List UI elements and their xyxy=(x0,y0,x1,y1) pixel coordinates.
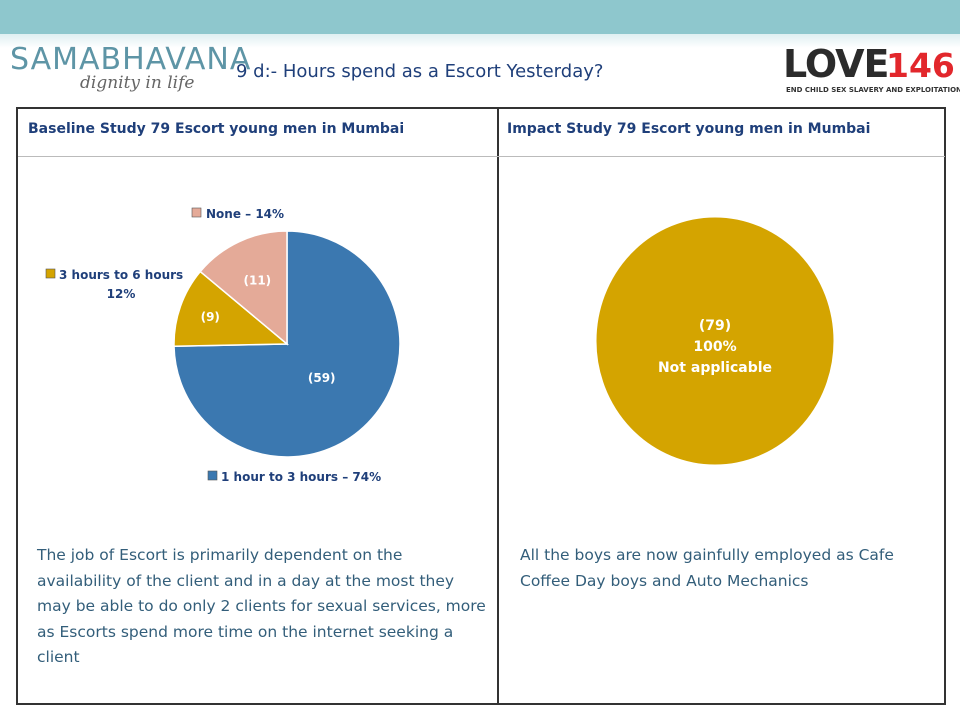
slice-count-label-2: (11) xyxy=(243,274,271,288)
samabhavana-logo-tagline: dignity in life xyxy=(80,73,195,93)
slice-label-0: 1 hour to 3 hours – 74% xyxy=(221,470,381,484)
impact-pie-slice xyxy=(595,216,835,466)
impact-note: All the boys are now gainfully employed … xyxy=(520,546,894,590)
top-banner-fade xyxy=(0,34,960,48)
heading-divider xyxy=(18,156,945,157)
love146-logo: LOVE 146 END CHILD SEX SLAVERY AND EXPLO… xyxy=(783,42,960,98)
impact-panel: Impact Study 79 Escort young men in Mumb… xyxy=(497,107,946,705)
legend-swatch-0 xyxy=(207,470,218,481)
pie-slice-1 xyxy=(173,270,290,348)
pie-slice-2 xyxy=(199,230,288,346)
slice-label-2: None – 14% xyxy=(206,207,284,221)
legend-swatch-2 xyxy=(191,207,202,218)
slide-title: 9 d:- Hours spend as a Escort Yesterday? xyxy=(236,61,604,82)
slice-count-label-0: (59) xyxy=(308,371,336,385)
top-banner xyxy=(0,0,960,34)
legend-swatch-1 xyxy=(45,268,56,279)
slice-label-1-line-1: 3 hours to 6 hours xyxy=(59,268,183,282)
impact-slice-label-line-1: (79) xyxy=(699,318,731,334)
love146-logo-word: LOVE xyxy=(783,42,890,86)
samabhavana-logo-brand: SAMABHAVANA xyxy=(10,42,252,77)
impact-slice-label-line-3: Not applicable xyxy=(658,360,772,376)
love146-logo-number: 146 xyxy=(886,46,955,85)
slice-count-label-1: (9) xyxy=(201,310,220,324)
impact-slice-label-line-2: 100% xyxy=(693,339,736,355)
love146-logo-tagline: END CHILD SEX SLAVERY AND EXPLOITATION xyxy=(786,86,960,94)
impact-heading: Impact Study 79 Escort young men in Mumb… xyxy=(507,121,871,137)
baseline-heading: Baseline Study 79 Escort young men in Mu… xyxy=(28,121,405,137)
slice-label-1-line-2: 12% xyxy=(107,287,136,301)
samabhavana-logo: SAMABHAVANA dignity in life xyxy=(10,42,250,102)
baseline-note: The job of Escort is primarily dependent… xyxy=(37,546,486,666)
